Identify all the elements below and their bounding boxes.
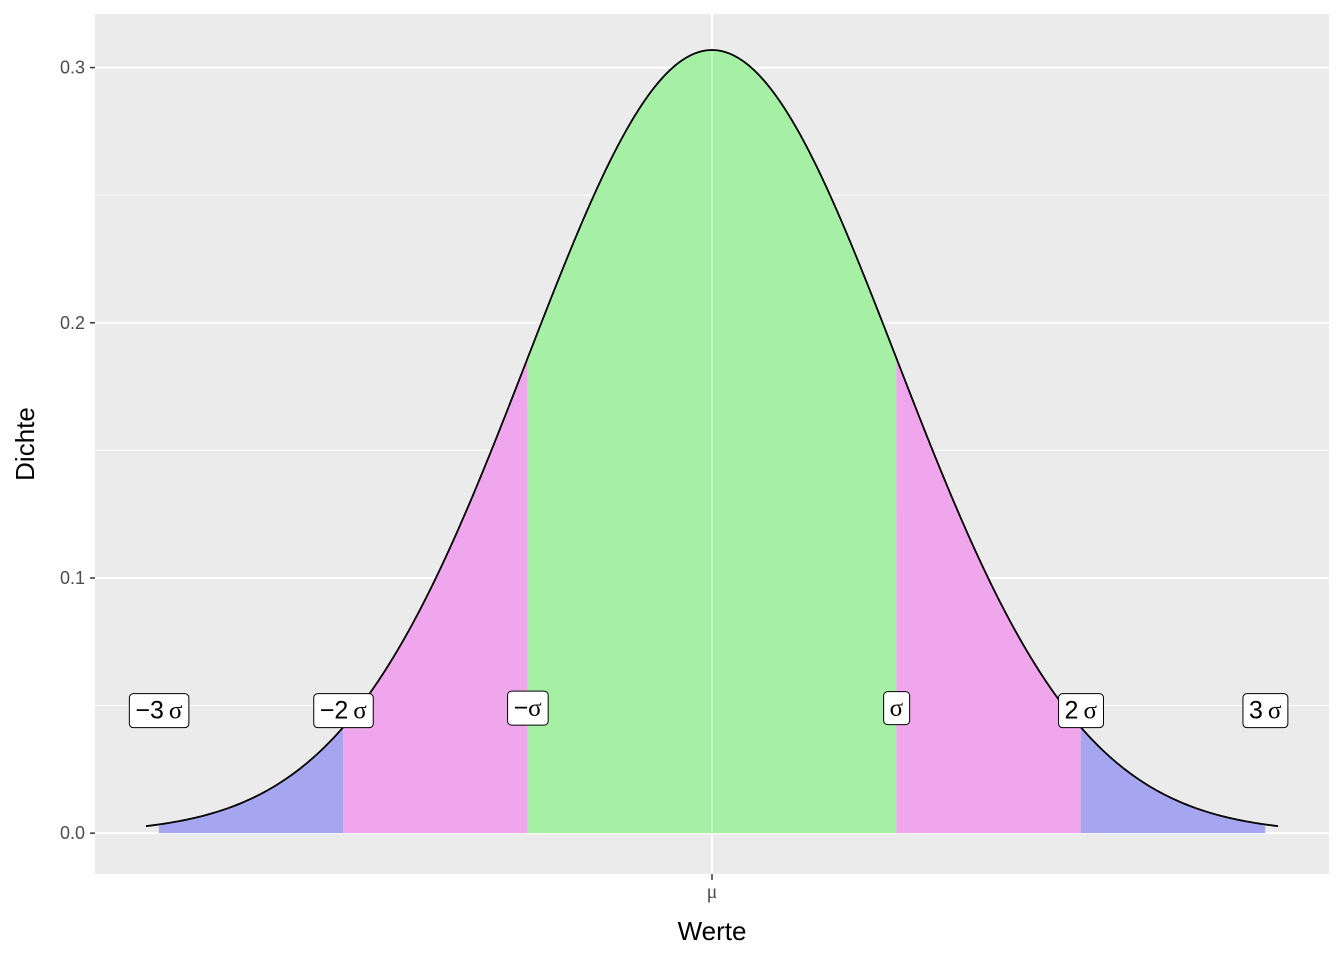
label-text: 2 σ: [1065, 697, 1098, 725]
label-text: −2 σ: [320, 697, 368, 725]
region-area: [158, 727, 344, 834]
region-area: [527, 50, 897, 834]
label-box: [313, 693, 374, 729]
y-tick-label: 0.0: [60, 823, 85, 843]
y-tick-label: 0.2: [60, 313, 85, 333]
label-box: [883, 691, 911, 726]
label-box: [128, 693, 190, 729]
y-axis-title: Dichte: [10, 407, 40, 481]
region-area: [1080, 727, 1266, 834]
sigma-label: 2 σ: [1058, 693, 1104, 729]
y-axis: 0.0 0.1 0.2 0.3: [60, 58, 95, 843]
label-text: 3 σ: [1249, 697, 1282, 725]
x-axis-title: Werte: [678, 916, 747, 946]
x-axis: μ: [707, 874, 718, 903]
label-box: [1242, 693, 1289, 729]
label-text: σ: [890, 695, 904, 722]
sigma-labels: −3 σ −2 σ −σ σ 2 σ 3 σ: [128, 690, 1289, 729]
sigma-label: 3 σ: [1242, 693, 1289, 729]
sigma-label: σ: [883, 691, 911, 726]
sigma-label: −2 σ: [313, 693, 374, 729]
x-tick-label: μ: [707, 881, 718, 903]
label-text: −σ: [514, 694, 543, 722]
y-tick-label: 0.3: [60, 58, 85, 78]
label-text: −3 σ: [135, 697, 183, 725]
y-tick-label: 0.1: [60, 568, 85, 588]
sigma-label: −σ: [507, 690, 549, 726]
label-box: [507, 690, 549, 726]
label-box: [1058, 693, 1104, 729]
sigma-label: −3 σ: [128, 693, 190, 729]
density-curve: [145, 49, 1279, 828]
